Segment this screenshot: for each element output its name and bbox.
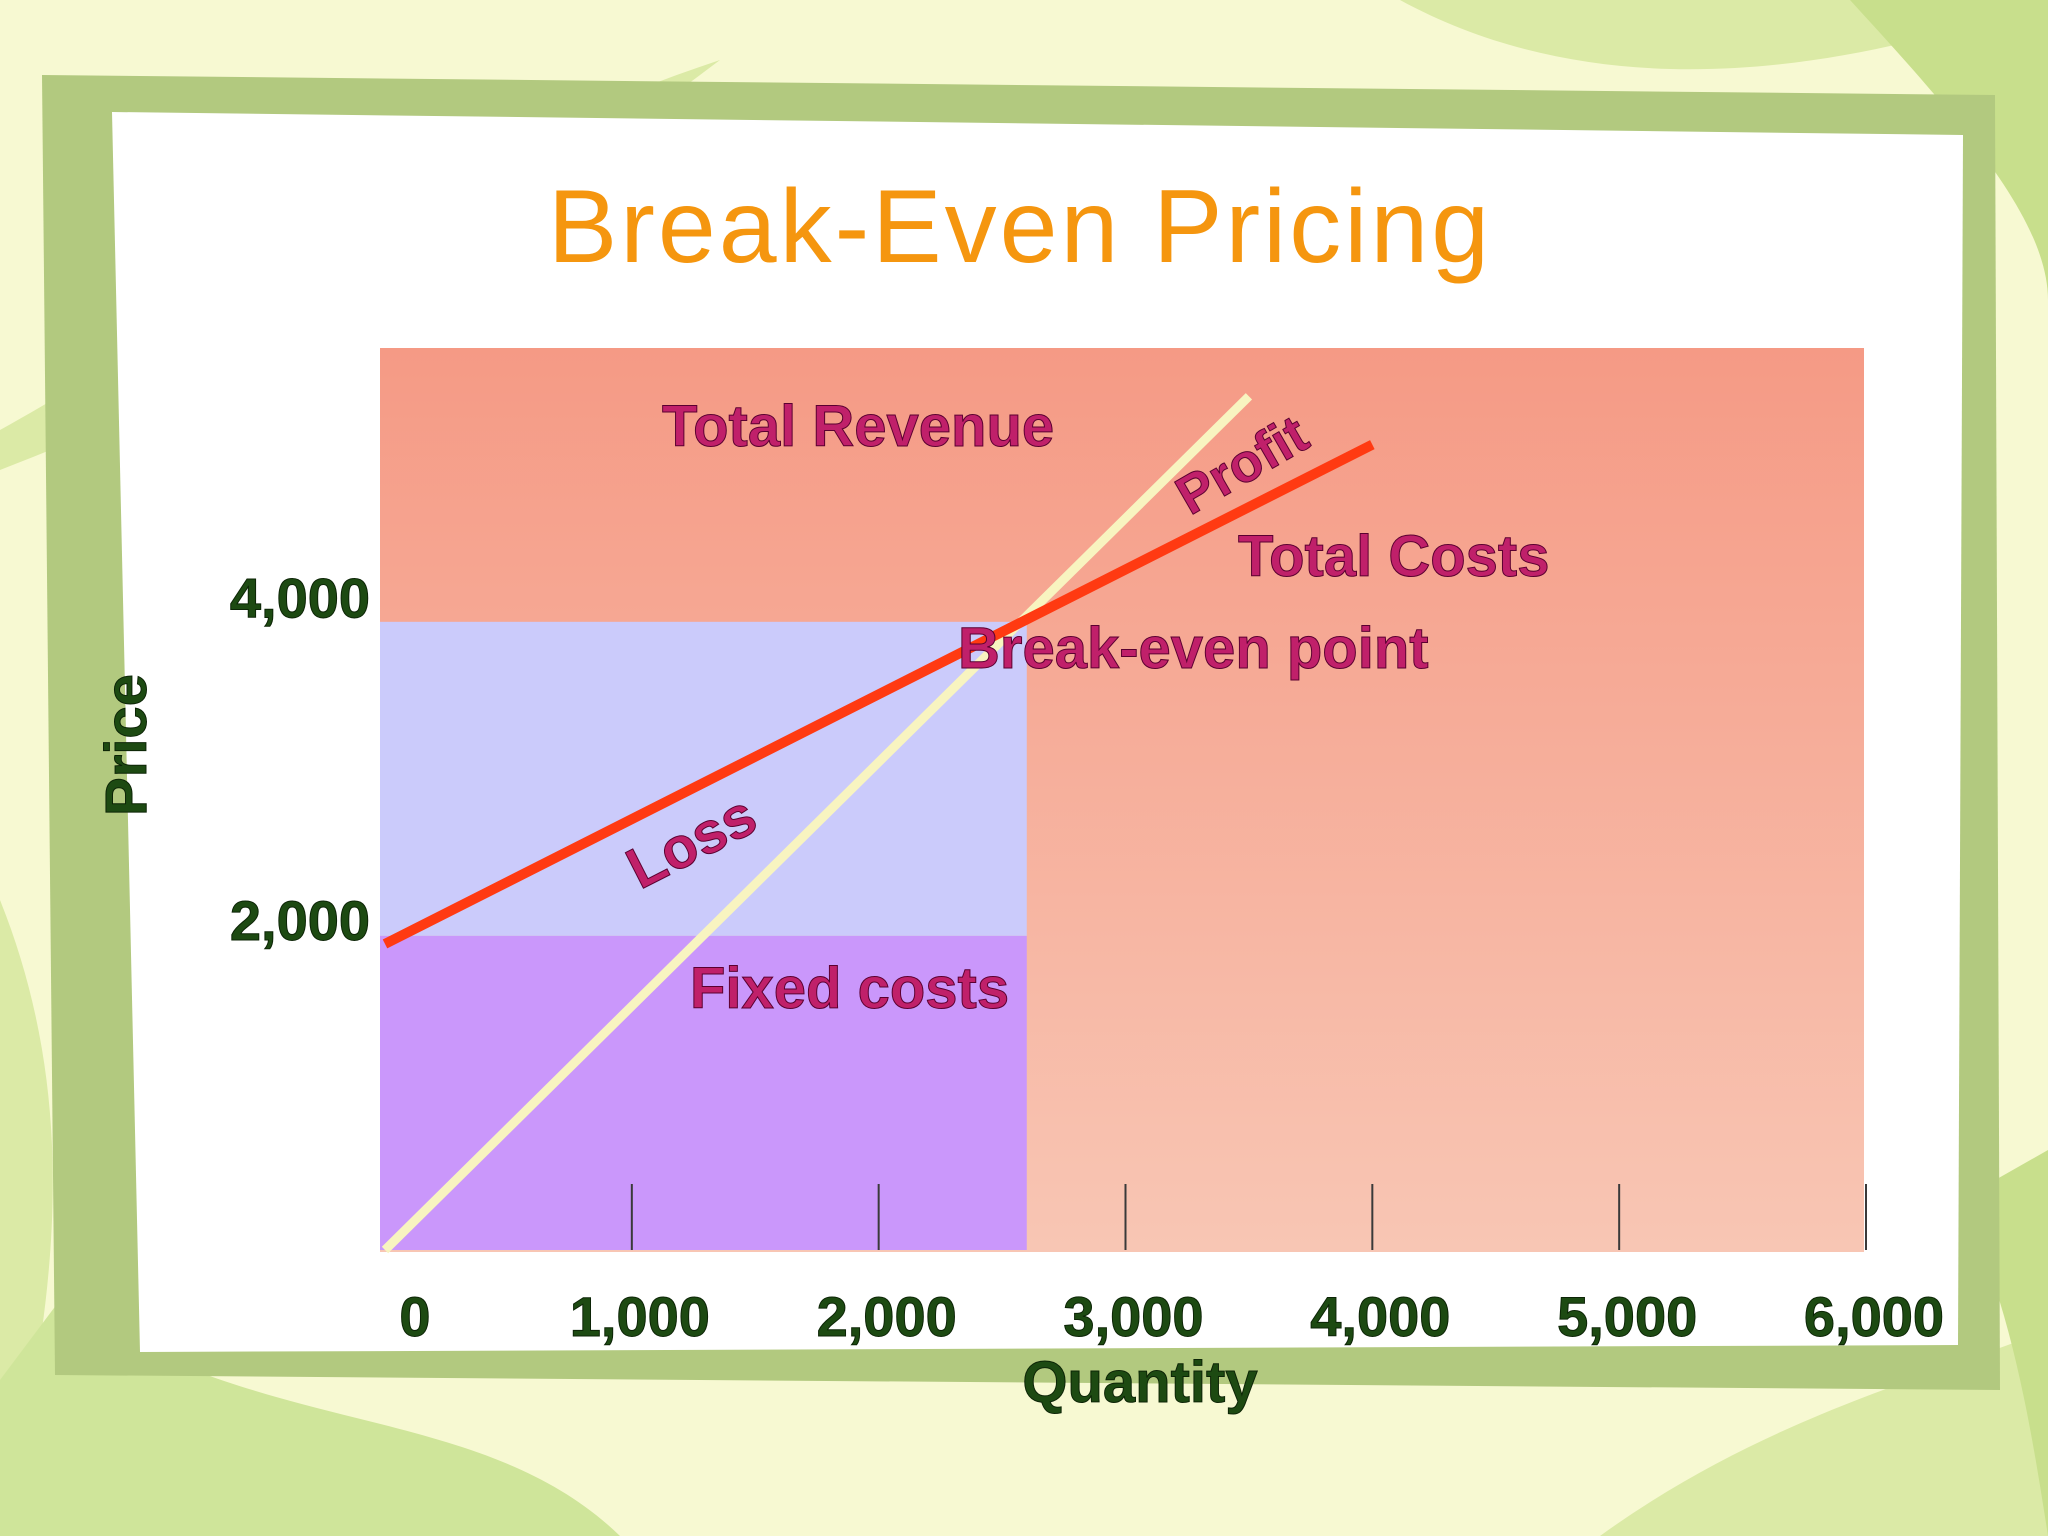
chart-title: Break-Even Pricing [548, 169, 1492, 285]
total-revenue-label: Total Revenue [662, 394, 1054, 459]
x-tick-label: 3,000 [1063, 1285, 1203, 1348]
x-tick-labels: 0 1,000 2,000 3,000 4,000 5,000 6,000 [399, 1285, 1945, 1349]
x-axis-label: Quantity [1022, 1350, 1257, 1415]
x-tick-label: 0 [399, 1285, 430, 1348]
total-costs-label: Total Costs [1238, 524, 1550, 589]
y-tick-label: 2,000 [230, 889, 370, 952]
total-costs-line [382, 440, 1375, 949]
x-tick-label: 5,000 [1557, 1285, 1697, 1348]
y-tick-labels: 2,000 4,000 [229, 566, 370, 952]
fixed-costs-region [380, 935, 1027, 1250]
x-tick-label: 4,000 [1310, 1285, 1450, 1348]
x-tick-label: 6,000 [1804, 1285, 1944, 1348]
x-tick-label: 2,000 [817, 1285, 957, 1348]
total-revenue-line [381, 393, 1253, 1254]
x-tick-marks [630, 1184, 1867, 1250]
y-axis-label: Price [94, 674, 159, 816]
x-tick-label: 1,000 [570, 1285, 710, 1348]
fixed-costs-label: Fixed costs [690, 956, 1009, 1021]
y-tick-label: 4,000 [230, 567, 370, 630]
break-even-point-label: Break-even point [958, 616, 1429, 681]
